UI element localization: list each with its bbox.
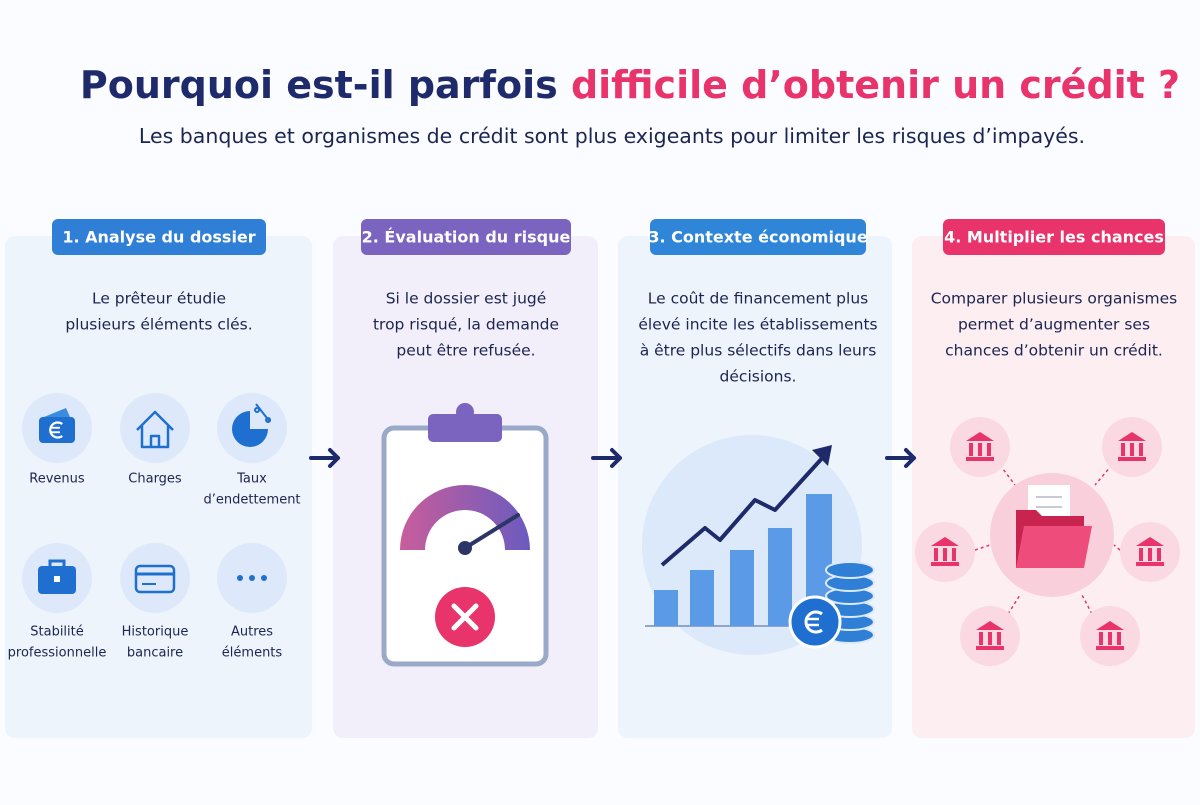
title-start: Pourquoi est-il parfois xyxy=(80,63,571,107)
factor-label: Autres xyxy=(231,625,273,640)
decoration: Le prêteur étudie plusieurs éléments clés… xyxy=(65,290,1177,386)
decoration xyxy=(249,575,255,581)
title-highlight: difficile d’obtenir un crédit ? xyxy=(571,63,1180,107)
factor-label: professionnelle xyxy=(8,646,107,661)
factor-label: Historique xyxy=(122,625,189,640)
decoration xyxy=(120,543,190,613)
decoration xyxy=(999,464,1016,486)
decoration xyxy=(458,541,472,555)
decoration xyxy=(309,448,340,468)
description-line: élevé incite les établissements xyxy=(638,316,877,334)
decoration xyxy=(136,410,174,449)
decoration xyxy=(812,445,832,466)
decoration xyxy=(825,561,875,579)
decoration xyxy=(120,393,190,463)
decoration xyxy=(654,590,678,626)
decoration xyxy=(134,564,176,594)
description-line: décisions. xyxy=(720,368,797,386)
subtitle: Les banques et organismes de crédit sont… xyxy=(139,124,1085,148)
decoration xyxy=(1094,464,1113,486)
decoration xyxy=(48,559,66,566)
decoration xyxy=(237,575,243,581)
decoration xyxy=(52,219,266,255)
decoration xyxy=(660,453,827,567)
description-line: Le prêteur étudie xyxy=(92,290,226,308)
badge: 4. Multiplier les chances xyxy=(944,228,1164,247)
description-line: plusieurs éléments clés. xyxy=(65,316,252,334)
description-line: trop risqué, la demande xyxy=(373,316,559,334)
decoration xyxy=(1016,526,1092,568)
factor-label: Revenus xyxy=(29,472,85,487)
description-line: peut être refusée. xyxy=(396,342,535,360)
decoration xyxy=(1113,544,1121,551)
decoration xyxy=(451,603,479,631)
decoration xyxy=(400,485,530,550)
decoration xyxy=(788,595,842,649)
description-line: à être plus sélectifs dans leurs xyxy=(640,342,877,360)
factor-label: d’endettement xyxy=(203,493,300,508)
decoration xyxy=(730,550,754,626)
decoration xyxy=(261,575,267,581)
description-line: permet d’augmenter ses xyxy=(958,316,1150,334)
decoration: Revenus Charges Taux d’endettement Stabilité… xyxy=(8,472,301,661)
decoration xyxy=(885,448,916,468)
decoration xyxy=(943,219,1165,255)
decoration xyxy=(463,513,520,550)
factor-label: bancaire xyxy=(127,646,183,661)
decoration xyxy=(254,403,272,423)
decoration xyxy=(1007,594,1021,615)
decoration xyxy=(456,403,474,421)
factor-label: Taux xyxy=(236,472,267,487)
factor-label: Charges xyxy=(128,472,182,487)
decoration xyxy=(309,448,916,468)
decoration xyxy=(768,528,792,626)
decoration xyxy=(54,576,60,582)
badge: 2. Évaluation du risque xyxy=(362,228,571,247)
title: Pourquoi est-il parfois difficile d’obte… xyxy=(80,63,1180,107)
decoration xyxy=(974,464,1121,615)
badge: 1. Analyse du dossier xyxy=(62,228,255,247)
decoration xyxy=(591,448,622,468)
decoration xyxy=(232,411,268,447)
description-line: chances d’obtenir un crédit. xyxy=(945,342,1163,360)
decoration xyxy=(361,219,571,255)
description-line: Comparer plusieurs organismes xyxy=(931,290,1178,308)
badge: 3. Contexte économique xyxy=(648,228,868,247)
description-line: Si le dossier est jugé xyxy=(386,290,547,308)
factor-label: éléments xyxy=(222,646,283,661)
description-line: Le coût de financement plus xyxy=(648,290,868,308)
factor-label: Stabilité xyxy=(30,625,84,640)
decoration xyxy=(5,236,312,738)
decoration xyxy=(690,570,714,626)
decoration xyxy=(428,414,502,442)
decoration xyxy=(217,393,287,463)
decoration xyxy=(974,544,991,551)
decoration xyxy=(39,417,75,443)
decoration xyxy=(44,408,70,417)
decoration xyxy=(650,219,866,255)
